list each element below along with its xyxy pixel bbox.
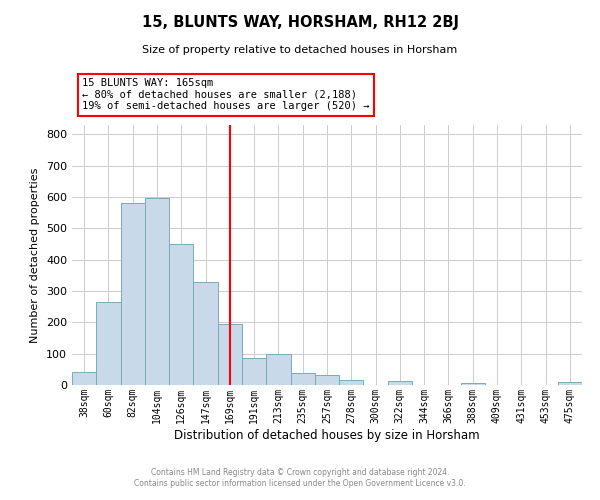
Bar [121, 204, 145, 385]
Text: 15, BLUNTS WAY, HORSHAM, RH12 2BJ: 15, BLUNTS WAY, HORSHAM, RH12 2BJ [142, 15, 458, 30]
Bar [96, 302, 121, 385]
Text: Contains HM Land Registry data © Crown copyright and database right 2024.
Contai: Contains HM Land Registry data © Crown c… [134, 468, 466, 487]
Bar [169, 244, 193, 385]
Bar [193, 282, 218, 385]
Bar [218, 324, 242, 385]
Bar [145, 198, 169, 385]
Bar [290, 373, 315, 385]
Bar [266, 354, 290, 385]
Bar [388, 381, 412, 385]
Text: Size of property relative to detached houses in Horsham: Size of property relative to detached ho… [142, 45, 458, 55]
Bar [339, 380, 364, 385]
Bar [315, 375, 339, 385]
X-axis label: Distribution of detached houses by size in Horsham: Distribution of detached houses by size … [174, 428, 480, 442]
Bar [558, 382, 582, 385]
Text: 15 BLUNTS WAY: 165sqm
← 80% of detached houses are smaller (2,188)
19% of semi-d: 15 BLUNTS WAY: 165sqm ← 80% of detached … [82, 78, 370, 112]
Bar [72, 372, 96, 385]
Bar [461, 384, 485, 385]
Bar [242, 358, 266, 385]
Y-axis label: Number of detached properties: Number of detached properties [31, 168, 40, 342]
